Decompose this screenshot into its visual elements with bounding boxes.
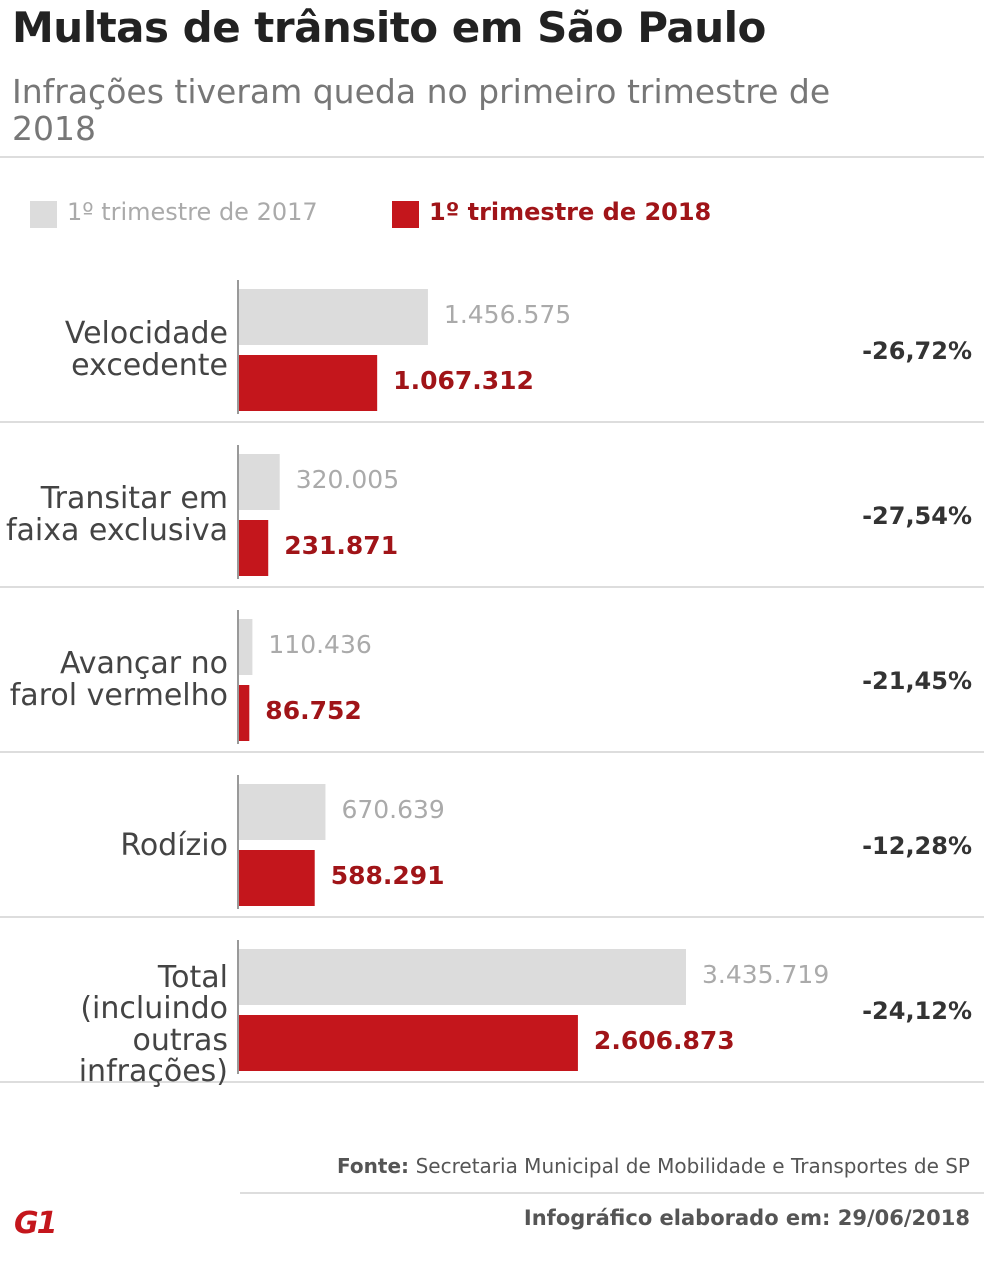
source-label: Fonte: [337,1154,409,1178]
bar [239,289,428,345]
value-label: 110.436 [268,630,372,659]
value-label: 588.291 [330,861,445,890]
bar [239,949,686,1005]
value-label: 2.606.873 [593,1026,735,1055]
value-label: 1.067.312 [393,366,534,395]
value-label: 670.639 [341,795,445,824]
bar [239,454,280,510]
value-label: 231.871 [284,531,399,560]
category-label: Total (incluindo outras infrações) [78,959,228,1089]
change-label: -27,54% [862,502,972,530]
legend-label: 1º trimestre de 2017 [67,198,318,226]
bar [239,784,326,840]
change-label: -26,72% [862,337,972,365]
category-label: Transitar em faixa exclusiva [5,481,228,548]
category-label: Avançar no farol vermelho [9,646,228,713]
subtitle: Infrações tiveram queda no primeiro trim… [12,72,831,148]
title: Multas de trânsito em São Paulo [12,3,766,52]
source: Secretaria Municipal de Mobilidade e Tra… [415,1154,970,1178]
category-label: Rodízio [120,827,228,863]
category-label: Velocidade excedente [64,316,228,383]
credit: Infográfico elaborado em: 29/06/2018 [523,1206,970,1230]
value-label: 3.435.719 [702,960,830,989]
value-label: 1.456.575 [443,300,572,329]
bar [239,619,253,675]
bar [239,355,378,411]
bar [239,685,250,741]
legend-swatch [30,201,57,228]
bar [239,1015,578,1071]
logo: G1 [14,1206,57,1241]
legend-label: 1º trimestre de 2018 [429,198,712,226]
value-label: 320.005 [295,465,400,494]
value-label: 86.752 [265,696,362,725]
legend-swatch [392,201,419,228]
change-label: -12,28% [862,832,972,860]
bar [239,850,315,906]
change-label: -24,12% [862,997,972,1025]
change-label: -21,45% [862,667,972,695]
bar [239,520,269,576]
